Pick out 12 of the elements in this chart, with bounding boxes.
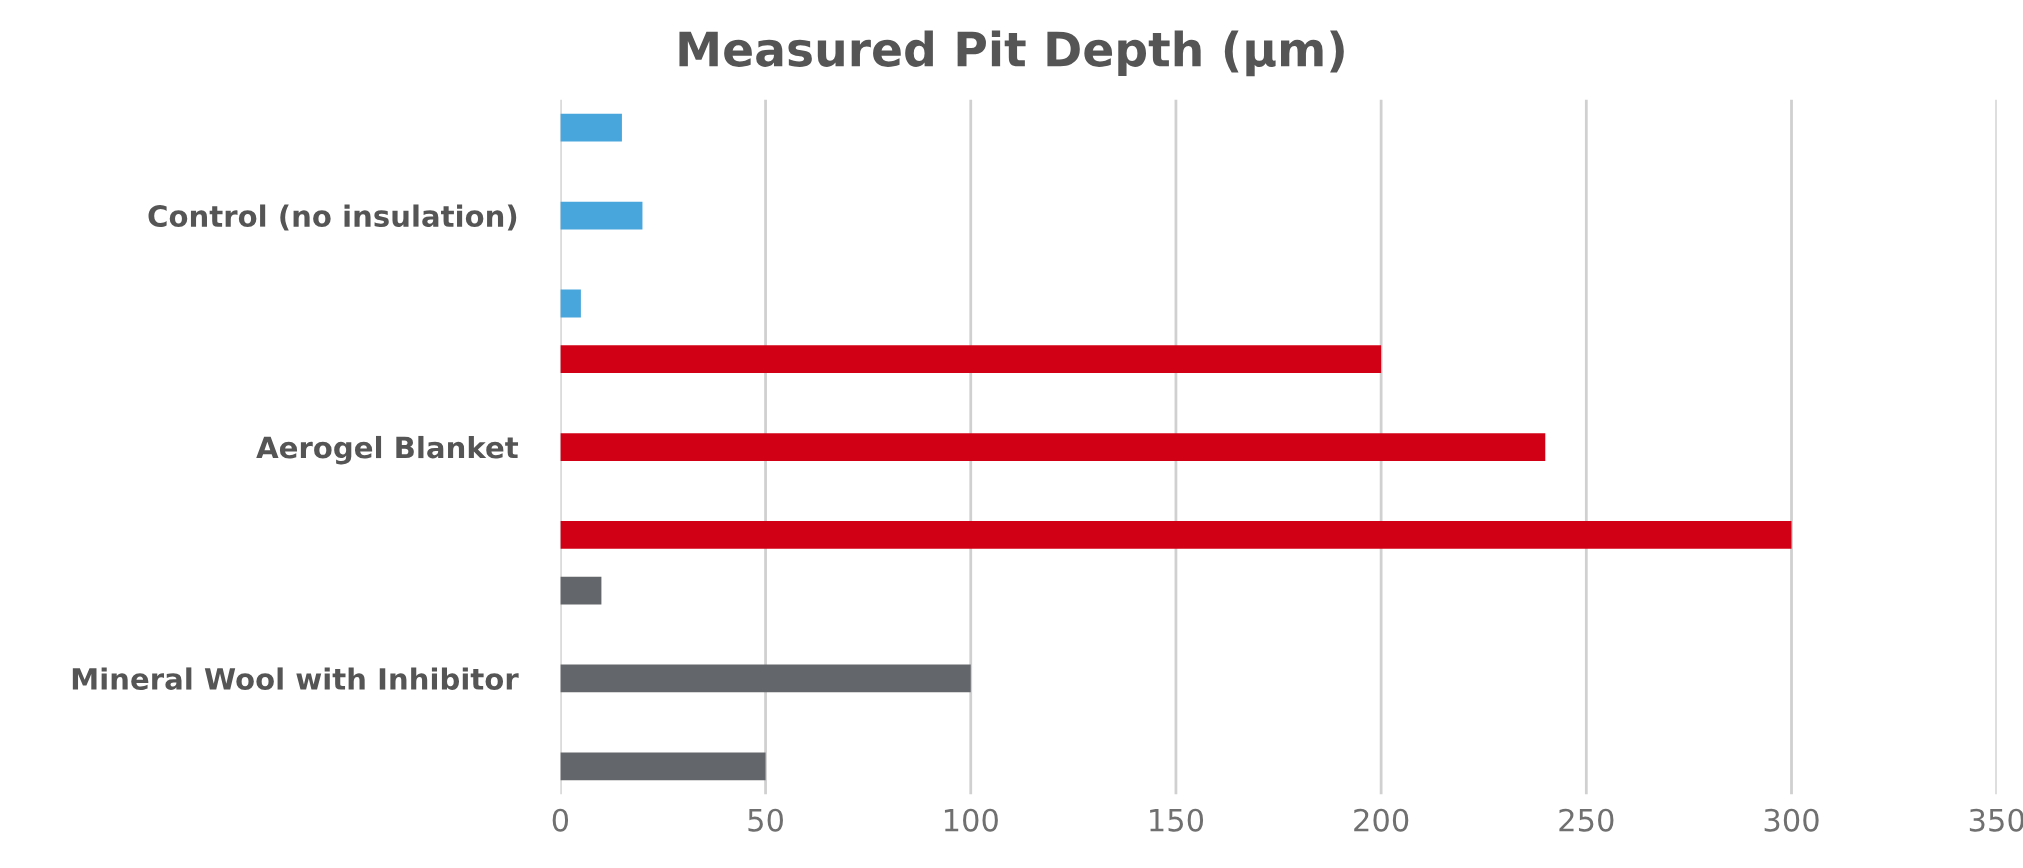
x-tick-label: 250 bbox=[1559, 808, 1614, 832]
x-tick-label: 350 bbox=[1969, 808, 2023, 832]
x-tick-label: 300 bbox=[1764, 808, 1819, 832]
x-tick-label: 50 bbox=[748, 808, 783, 832]
x-tick-label: 100 bbox=[944, 808, 998, 832]
y-tick-label: Control (no insulation) bbox=[148, 204, 517, 231]
chart-title: Measured Pit Depth (µm) bbox=[679, 30, 1344, 77]
x-tick-label: 200 bbox=[1354, 808, 1409, 832]
x-tick-label: 150 bbox=[1150, 808, 1204, 832]
y-tick-label: Mineral Wool with Inhibitor bbox=[72, 667, 519, 690]
y-tick-label: Aerogel Blanket bbox=[256, 435, 519, 465]
x-tick-label: 0 bbox=[552, 808, 569, 832]
